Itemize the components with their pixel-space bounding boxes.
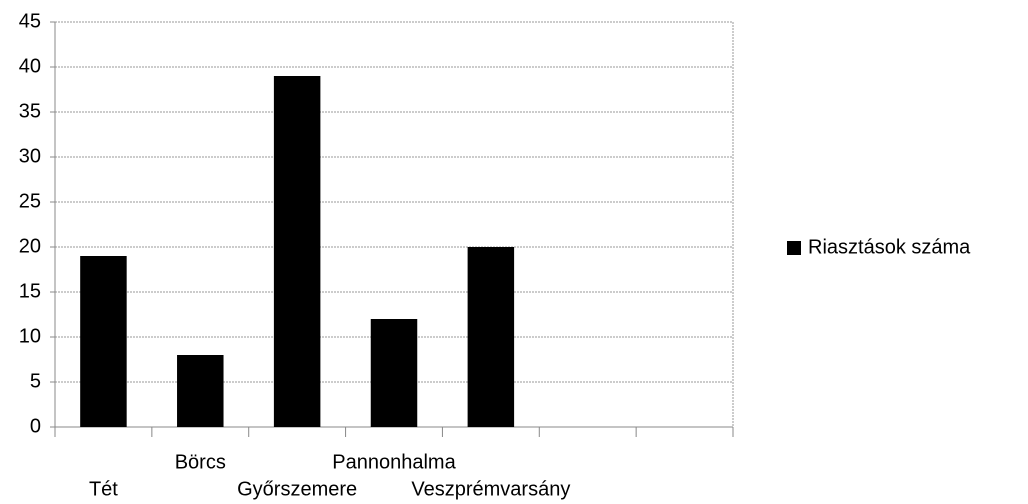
legend-label: Riasztások száma (808, 236, 971, 258)
bar (80, 256, 127, 427)
bar (467, 247, 515, 427)
x-tick-label: Börcs (175, 451, 226, 473)
x-tick-label: Veszprémvarsány (411, 478, 570, 500)
x-tick-label: Tét (89, 478, 118, 500)
y-tick-label: 0 (30, 415, 41, 437)
y-tick-label: 25 (19, 190, 41, 212)
y-tick-label: 5 (30, 370, 41, 392)
y-tick-label: 15 (19, 280, 41, 302)
legend-swatch (787, 241, 801, 255)
bar (370, 319, 418, 427)
x-tick-label: Pannonhalma (332, 451, 456, 473)
bar (177, 355, 224, 427)
y-tick-label: 20 (19, 235, 41, 257)
bar (273, 76, 321, 427)
y-tick-label: 40 (19, 55, 41, 77)
y-tick-label: 35 (19, 100, 41, 122)
y-tick-label: 45 (19, 10, 41, 32)
x-tick-label: Győrszemere (237, 478, 357, 500)
y-tick-label: 30 (19, 145, 41, 167)
y-tick-label: 10 (19, 325, 41, 347)
